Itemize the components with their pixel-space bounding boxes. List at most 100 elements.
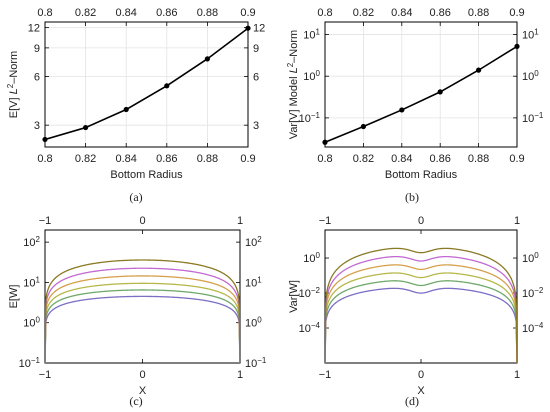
- y-axis-label: E[W]: [8, 285, 20, 309]
- data-point: [476, 67, 482, 73]
- data-point: [437, 89, 443, 95]
- series-line-4: [45, 267, 240, 363]
- x-tick-label-top: 1: [237, 215, 243, 227]
- y-tick-label-left: 101: [23, 275, 40, 290]
- y-tick-label-right: 100: [522, 69, 539, 84]
- x-tick-label-top: 0.9: [509, 7, 524, 19]
- y-tick-label-right: 12: [253, 23, 265, 35]
- y-tick-label-right: 100: [522, 251, 539, 266]
- y-tick-label-right: 3: [253, 120, 259, 132]
- series-line-0: [45, 27, 248, 141]
- data-point: [399, 107, 405, 113]
- y-tick-label-left: 100: [303, 69, 320, 84]
- y-tick-label-right: 10−2: [522, 286, 544, 301]
- x-tick-label-top: 0.88: [197, 7, 218, 19]
- y-tick-label-left: 10−4: [299, 321, 321, 336]
- x-axis-label: Bottom Radius: [110, 169, 183, 181]
- panel-b: 0.8 0.8 0.82 0.82 0.84 0.84 0.86 0.86 0.88 0.88 0.…: [286, 7, 544, 204]
- y-axis-label: E[V] L2–Norm: [6, 51, 21, 118]
- plot-frame: [44, 21, 249, 148]
- series-line-1: [325, 280, 517, 363]
- x-axis-label: Bottom Radius: [385, 169, 458, 181]
- x-tick-label-bottom: 0.86: [156, 153, 177, 165]
- y-tick-label-left: 100: [23, 315, 40, 330]
- x-tick-label-bottom: −1: [39, 369, 52, 381]
- x-tick-label-top: −1: [319, 215, 332, 227]
- plot-frame: [324, 229, 518, 364]
- y-tick-label-left: 10−1: [19, 356, 41, 371]
- y-tick-label-right: 10−1: [522, 110, 544, 125]
- panel-a: 0.8 0.8 0.82 0.82 0.84 0.84 0.86 0.86 0.88 0.88 0.…: [6, 7, 266, 204]
- y-tick-label-right: 101: [245, 275, 262, 290]
- series-line-2: [45, 282, 240, 363]
- y-tick-label-left: 9: [34, 43, 40, 55]
- series-line-0: [325, 287, 517, 363]
- x-tick-label-bottom: 1: [237, 369, 243, 381]
- y-axis-label: Var[V] Model L2–Norm: [286, 30, 301, 139]
- y-tick-label-right: 6: [253, 71, 259, 83]
- x-tick-label-top: 0.82: [353, 7, 374, 19]
- y-tick-label-right: 10−1: [245, 356, 267, 371]
- data-point: [514, 43, 520, 49]
- y-tick-label-left: 6: [34, 71, 40, 83]
- data-point: [322, 139, 328, 145]
- y-tick-label-left: 12: [28, 23, 40, 35]
- y-tick-label-right: 100: [245, 315, 262, 330]
- x-tick-label-bottom: 0.84: [391, 153, 412, 165]
- series-line-5: [45, 259, 240, 363]
- series-line-5: [325, 247, 517, 363]
- y-axis-label: Var[W]: [288, 280, 300, 313]
- x-tick-label-bottom: 0.82: [353, 153, 374, 165]
- data-point: [204, 56, 210, 62]
- series-line-3: [325, 264, 517, 363]
- panel-caption: (b): [405, 190, 419, 204]
- y-tick-label-left: 10−2: [299, 286, 321, 301]
- y-tick-label-right: 102: [245, 235, 262, 250]
- plot-frame: [44, 229, 241, 364]
- panel-caption: (c): [129, 394, 142, 408]
- x-tick-label-bottom: 0.8: [317, 153, 332, 165]
- x-tick-label-bottom: 0: [418, 369, 424, 381]
- x-tick-label-bottom: 1: [514, 369, 520, 381]
- y-tick-label-left: 3: [34, 120, 40, 132]
- y-tick-label-right: 101: [522, 27, 539, 42]
- x-tick-label-bottom: 0.88: [468, 153, 489, 165]
- data-point: [123, 106, 129, 113]
- x-tick-label-bottom: 0.86: [429, 153, 450, 165]
- x-tick-label-top: 0.8: [317, 7, 332, 19]
- x-tick-label-bottom: −1: [319, 369, 332, 381]
- panel-d: −1 −1 0 0 1 1 10−4 10−4 10−2 10−2 100 100 X Var[W] (d): [288, 215, 544, 408]
- data-point: [83, 124, 89, 131]
- x-axis-label: X: [139, 385, 147, 397]
- series-line-1: [45, 289, 240, 363]
- y-tick-label-right: 9: [253, 43, 259, 55]
- x-tick-label-bottom: 0.9: [509, 153, 524, 165]
- x-tick-label-bottom: 0.84: [115, 153, 136, 165]
- x-tick-label-top: 0.88: [468, 7, 489, 19]
- x-tick-label-top: −1: [39, 215, 52, 227]
- plot-frame: [324, 21, 518, 148]
- panel-caption: (d): [405, 394, 419, 408]
- x-tick-label-bottom: 0.8: [37, 153, 52, 165]
- x-tick-label-top: 0.86: [429, 7, 450, 19]
- data-point: [42, 136, 48, 143]
- series-line-3: [45, 275, 240, 363]
- data-point: [164, 83, 170, 89]
- x-tick-label-top: 0.86: [156, 7, 177, 19]
- series-line-4: [325, 255, 517, 363]
- x-tick-label-bottom: 0.88: [197, 153, 218, 165]
- x-tick-label-top: 0.9: [240, 7, 255, 19]
- x-tick-label-top: 0: [418, 215, 424, 227]
- series-line-0: [325, 45, 517, 143]
- x-tick-label-bottom: 0: [139, 369, 145, 381]
- x-tick-label-top: 0.84: [115, 7, 136, 19]
- x-tick-label-bottom: 0.82: [75, 153, 96, 165]
- data-point: [245, 25, 251, 31]
- x-tick-label-top: 1: [514, 215, 520, 227]
- y-tick-label-left: 101: [303, 27, 320, 42]
- panel-caption: (a): [129, 190, 142, 204]
- x-tick-label-top: 0.84: [391, 7, 412, 19]
- y-tick-label-left: 100: [303, 251, 320, 266]
